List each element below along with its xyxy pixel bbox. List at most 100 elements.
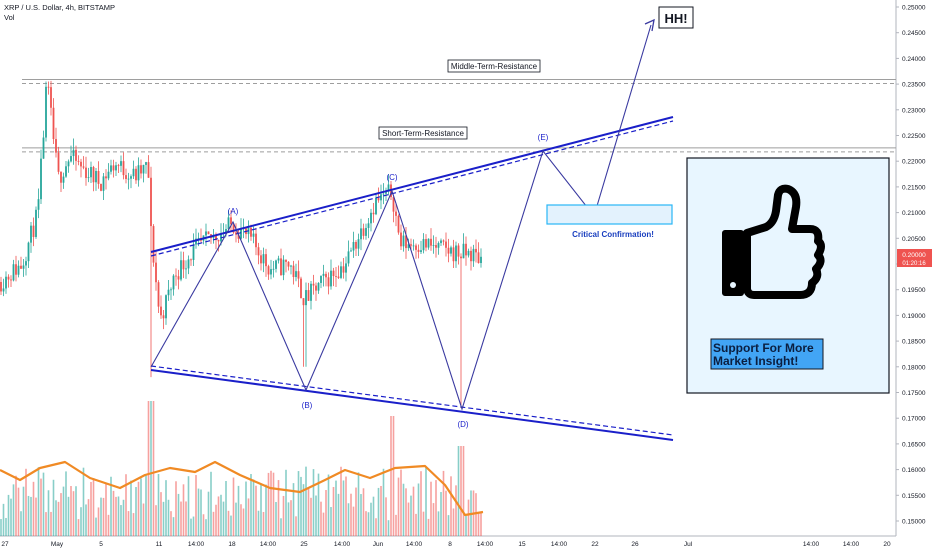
candle-body xyxy=(257,247,260,256)
candle-body xyxy=(235,232,237,235)
volume-bar xyxy=(265,484,267,536)
candle-body xyxy=(400,232,402,247)
candle-body xyxy=(117,165,120,167)
volume-bar xyxy=(452,508,455,536)
volume-bar xyxy=(192,516,195,536)
candle-body xyxy=(402,235,405,247)
volume-bar xyxy=(392,416,395,536)
candle-body xyxy=(342,266,345,273)
candle-body xyxy=(157,282,160,307)
candle-body xyxy=(307,290,310,301)
candle-body xyxy=(155,262,157,283)
confirmation-zone xyxy=(546,204,673,225)
candle-body xyxy=(415,245,417,250)
volume-bar xyxy=(480,511,482,536)
candle-body xyxy=(372,212,375,215)
volume-bar xyxy=(310,497,312,536)
candle-body xyxy=(187,259,190,269)
candle-body xyxy=(457,245,460,257)
volume-bar xyxy=(277,480,280,536)
volume-bar xyxy=(252,479,255,536)
volume-bar xyxy=(92,478,95,536)
volume-bar xyxy=(395,514,397,536)
candle-body xyxy=(170,289,172,291)
candle-body xyxy=(305,290,307,306)
volume-bar xyxy=(65,471,67,536)
candle-body xyxy=(120,161,122,166)
candle-body xyxy=(112,165,115,171)
candle-body xyxy=(365,227,367,236)
candle-body xyxy=(40,158,42,200)
x-tick-label: 26 xyxy=(631,541,639,548)
candle-body xyxy=(110,165,112,172)
volume-bar xyxy=(167,499,170,536)
candle-body xyxy=(2,288,5,292)
volume-bar xyxy=(87,499,90,536)
y-tick-labels: 0.25000 0.24500 0.24000 0.23500 0.23000 0.225… xyxy=(896,5,926,526)
x-tick-label: 14:00 xyxy=(334,541,351,548)
candle-body xyxy=(337,276,340,278)
candle-body xyxy=(460,256,462,259)
candle-body xyxy=(62,176,65,183)
volume-bar xyxy=(425,467,427,536)
volume-bar xyxy=(212,511,215,536)
candle-body xyxy=(275,260,277,269)
volume-bar xyxy=(257,510,260,536)
volume-bar xyxy=(327,474,330,536)
y-tick-label: 0.17500 xyxy=(902,390,926,397)
candle-body xyxy=(352,242,355,251)
volume-bar xyxy=(72,491,75,536)
volume-bar xyxy=(407,502,410,536)
volume-bar xyxy=(287,502,290,536)
candle-body xyxy=(160,306,162,316)
y-tick-label: 0.22500 xyxy=(902,133,926,140)
wave-label-d: (D) xyxy=(457,420,468,429)
upper-channel-line xyxy=(150,116,674,253)
candle-body xyxy=(52,107,55,140)
candle-body xyxy=(122,161,125,176)
volume-bar xyxy=(325,490,327,536)
volume-bar xyxy=(217,496,220,536)
volume-bar xyxy=(402,483,405,536)
candle-body xyxy=(57,152,60,172)
candle-body xyxy=(380,194,382,201)
volume-bar xyxy=(17,487,20,536)
volume-bar xyxy=(255,485,257,536)
volume-bar xyxy=(432,503,435,536)
volume-bar xyxy=(145,474,147,536)
volume-bar xyxy=(200,489,202,536)
candle-body xyxy=(332,270,335,277)
candle-body xyxy=(80,161,82,167)
candle-body xyxy=(237,234,240,239)
x-tick-label: 14:00 xyxy=(551,541,568,548)
target-box xyxy=(658,6,694,29)
volume-bar xyxy=(80,507,82,536)
volume-bar xyxy=(242,508,245,536)
short-term-resistance-box xyxy=(378,126,468,140)
volume-ma-line xyxy=(0,460,484,517)
x-tick-label: 25 xyxy=(300,541,308,548)
volume-bar xyxy=(62,486,65,536)
candle-body xyxy=(90,167,92,178)
volume-bar xyxy=(52,479,55,536)
y-tick-label: 0.25000 xyxy=(902,5,926,12)
candle-body xyxy=(192,244,195,260)
x-tick-label: 15 xyxy=(518,541,526,548)
volume-bar xyxy=(40,478,42,536)
candle-body xyxy=(22,265,25,269)
candle-body xyxy=(345,263,347,273)
candle-body xyxy=(95,171,97,183)
y-tick-label: 0.23000 xyxy=(902,107,926,114)
volume-bar xyxy=(337,493,340,536)
volume-bar xyxy=(2,503,5,536)
candle-body xyxy=(35,209,37,237)
volume-bar xyxy=(442,470,445,536)
current-price-value: 0.20000 xyxy=(902,252,926,259)
candle-body xyxy=(172,275,175,290)
volume-bar xyxy=(380,485,382,536)
volume-bar xyxy=(125,474,127,536)
volume-bar xyxy=(275,502,277,536)
candle-body xyxy=(295,271,297,278)
x-tick-label: 5 xyxy=(99,541,103,548)
y-tick-label: 0.19000 xyxy=(902,313,926,320)
